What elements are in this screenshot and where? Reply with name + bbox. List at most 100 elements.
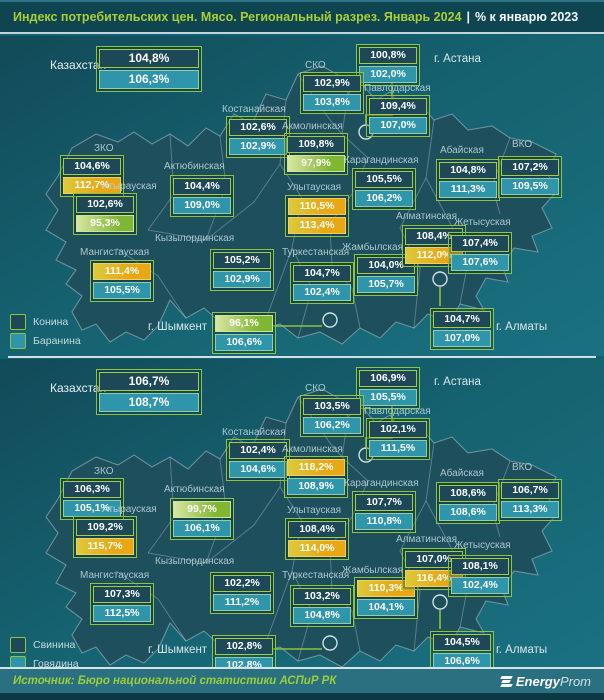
value-top: 104,7% [433, 311, 491, 328]
badge-astana-city: 106,9% 105,5% [356, 367, 420, 409]
value-bottom: 105,5% [359, 389, 417, 406]
region-label-akmola: Акмолинская [282, 444, 343, 455]
badge-pavlodar: 109,4% 107,0% [366, 95, 430, 137]
value-bottom: 112,7% [63, 177, 121, 194]
badge-vko: 107,2% 109,5% [498, 156, 562, 198]
value-top: 102,6% [76, 196, 134, 213]
title-separator: | [466, 10, 470, 24]
value-bottom: 109,5% [501, 178, 559, 195]
value-top: 104,0% [357, 257, 415, 274]
region-label-zhambyl: Жамбылская [342, 242, 403, 253]
badge-mangystau: 111,4% 105,5% [90, 260, 154, 302]
value-bottom: 107,0% [369, 117, 427, 134]
badge-atyrau: 102,6% 95,3% [73, 193, 137, 235]
region-label-mangystau: Мангистауская [80, 247, 150, 258]
badge-turkestan: 104,7% 102,4% [290, 262, 354, 304]
badge-sko: 103,5% 106,2% [300, 395, 364, 437]
legend-item-pork: Свинина [10, 635, 79, 654]
legend-swatch-blue [10, 332, 26, 349]
badge-zhetysu: 108,1% 102,4% [448, 555, 512, 597]
value-top: 110,3% [357, 580, 415, 597]
value-bottom: 97,9% [287, 155, 345, 172]
value-top: 108,6% [439, 485, 497, 502]
region-label-turkestan: Туркестанская [282, 570, 350, 581]
logo-text-bold: Energy [515, 673, 560, 689]
value-top: 107,3% [93, 586, 151, 603]
legend-swatch-dark [10, 313, 26, 330]
value-top: 108,4% [288, 521, 346, 538]
region-label-atyrau: Атырауская [102, 504, 157, 515]
value-top: 107,2% [501, 159, 559, 176]
region-label-sko: СКО [305, 60, 326, 71]
badge-aktobe: 99,7% 106,1% [170, 498, 234, 540]
value-bottom: 105,1% [63, 500, 121, 517]
badge-zko: 106,3% 105,1% [60, 478, 124, 520]
value-bottom: 102,8% [215, 657, 273, 667]
region-label-sko: СКО [305, 383, 326, 394]
region-label-akmola: Акмолинская [282, 121, 343, 132]
value-bottom: 106,2% [303, 417, 361, 434]
map-panel-pork-beef: Казахстан 106,7% 108,7% 106,9% 105,5% г.… [0, 359, 604, 667]
region-label-kyzylorda: Кызылординская [155, 556, 235, 567]
value-top: 110,5% [288, 198, 346, 215]
region-label-vko: ВКО [512, 462, 533, 473]
value-bottom: 106,2% [355, 190, 413, 207]
badge-astana-city: 100,8% 102,0% [356, 44, 420, 86]
source-text: Источник: Бюро национальной статистики А… [13, 675, 337, 687]
footer-bar: Источник: Бюро национальной статистики А… [0, 667, 604, 693]
value-top: 106,7% [501, 482, 559, 499]
value-top: 102,8% [215, 638, 273, 655]
title-bar: Индекс потребительских цен. Мясо. Регион… [0, 0, 604, 34]
badge-almaty-city: 104,5% 106,6% [430, 631, 494, 667]
badge-mangystau: 107,3% 112,5% [90, 583, 154, 625]
value-bottom: 108,9% [287, 478, 345, 495]
badge-kyzylorda: 102,2% 111,2% [210, 572, 274, 614]
region-label-mangystau: Мангистауская [80, 570, 150, 581]
badge-almaty-city: 104,7% 107,0% [430, 308, 494, 350]
value-bottom: 104,6% [229, 461, 287, 478]
badge-kyzylorda: 105,2% 102,9% [210, 249, 274, 291]
value-bottom: 104,1% [357, 599, 415, 616]
region-label-karaganda: Карагандинская [344, 478, 419, 489]
region-label-almaty-city: г. Алматы [496, 321, 548, 333]
value-bottom: 95,3% [76, 215, 134, 232]
legend-item-horse: Конина [10, 312, 81, 331]
badge-abay: 104,8% 111,3% [436, 159, 500, 201]
value-top: 118,2% [287, 459, 345, 476]
region-label-aktobe: Актюбинская [164, 161, 225, 172]
value-top: 104,8% [99, 49, 199, 68]
badge-karaganda: 107,7% 110,8% [352, 491, 416, 533]
value-top: 106,3% [63, 481, 121, 498]
badge-pavlodar: 102,1% 111,5% [366, 418, 430, 460]
value-top: 102,9% [303, 75, 361, 92]
region-label-almaty-region: Алматинская [396, 534, 457, 545]
value-bottom: 113,4% [288, 217, 346, 234]
region-label-ulytau: Улытауская [287, 505, 342, 516]
legend-label: Баранина [33, 334, 81, 347]
badge-karaganda: 105,5% 106,2% [352, 168, 416, 210]
legend-label: Конина [33, 315, 69, 328]
badge-kazakhstan: 104,8% 106,3% [96, 46, 202, 92]
value-bottom: 112,5% [93, 605, 151, 622]
value-bottom: 102,9% [213, 271, 271, 288]
value-top: 111,4% [93, 263, 151, 280]
value-bottom: 111,5% [369, 440, 427, 457]
value-top: 104,4% [173, 178, 231, 195]
value-top: 102,6% [229, 119, 287, 136]
region-label-abay: Абайская [440, 145, 484, 156]
value-bottom: 102,9% [229, 138, 287, 155]
value-bottom: 109,0% [173, 197, 231, 214]
legend-item-mutton: Баранина [10, 331, 81, 350]
region-label-almaty-city: г. Алматы [496, 644, 548, 656]
region-label-almaty-region: Алматинская [396, 211, 457, 222]
badge-atyrau: 109,2% 115,7% [73, 516, 137, 558]
region-label-atyrau: Атырауская [102, 181, 157, 192]
region-label-karaganda: Карагандинская [344, 155, 419, 166]
panel-divider [8, 356, 596, 358]
bottom-strip [0, 693, 604, 700]
legend-swatch-dark [10, 636, 26, 653]
region-label-zhetysu: Жетысуская [454, 217, 511, 228]
badge-ulytau: 110,5% 113,4% [285, 195, 349, 237]
region-label-kyzylorda: Кызылординская [155, 233, 235, 244]
region-label-vko: ВКО [512, 139, 533, 150]
